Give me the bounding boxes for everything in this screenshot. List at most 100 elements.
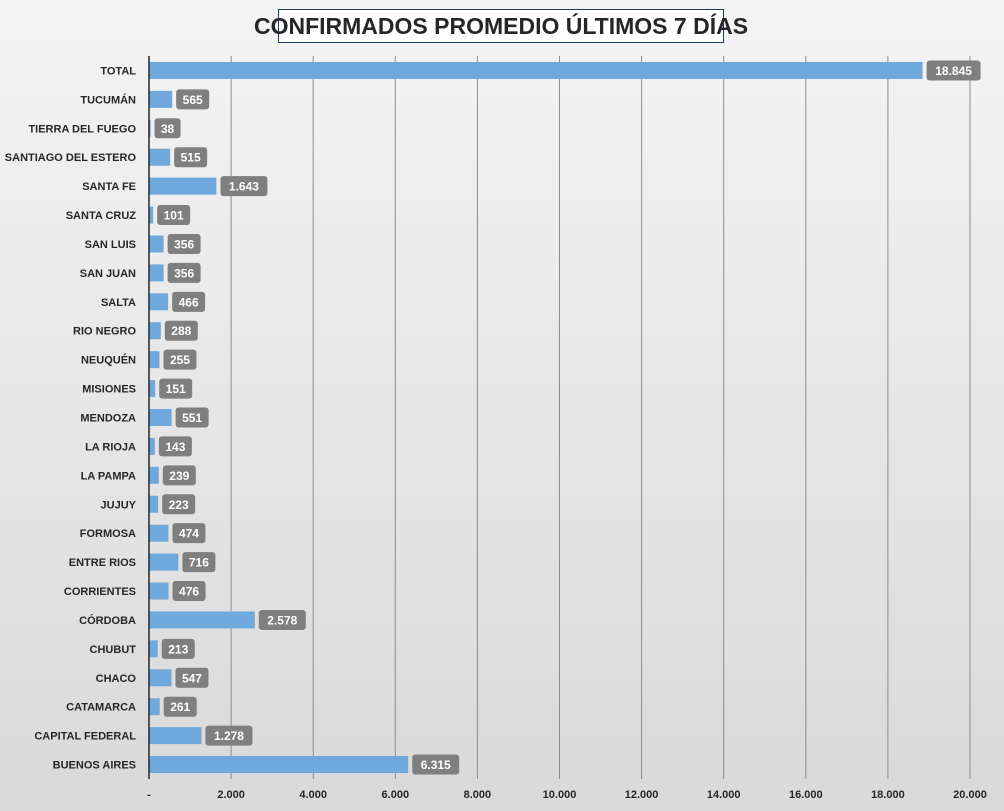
data-label: 6.315	[421, 758, 451, 772]
data-label-box	[205, 725, 253, 746]
chart-title: CONFIRMADOS PROMEDIO ÚLTIMOS 7 DÍAS	[254, 9, 748, 43]
x-tick-label: 12.000	[625, 789, 659, 801]
bar	[149, 293, 169, 311]
data-label: 261	[170, 700, 190, 714]
data-label-box	[163, 349, 197, 370]
category-label: ENTRE RIOS	[69, 557, 136, 569]
bar	[149, 177, 217, 195]
bar	[149, 669, 172, 687]
category-label: CORRIENTES	[64, 586, 136, 598]
bar	[149, 437, 155, 455]
category-label: SANTIAGO DEL ESTERO	[5, 152, 137, 164]
data-label: 356	[174, 266, 194, 280]
bar	[149, 495, 159, 513]
category-label: JUJUY	[101, 499, 137, 511]
category-label: CHUBUT	[90, 644, 137, 656]
bar	[149, 322, 161, 340]
data-label-box	[174, 147, 208, 168]
category-label: CAPITAL FEDERAL	[34, 731, 136, 743]
data-label-box	[164, 320, 198, 341]
data-label: 1.278	[214, 729, 244, 743]
bar	[149, 611, 255, 629]
data-label: 1.643	[229, 180, 259, 194]
data-label-box	[172, 291, 206, 312]
category-label: CATAMARCA	[66, 702, 136, 714]
category-label: LA PAMPA	[81, 470, 136, 482]
bar	[149, 264, 164, 282]
data-label-box	[157, 205, 191, 226]
data-label: 565	[183, 93, 203, 107]
data-label-box	[167, 233, 201, 254]
data-label-box	[926, 60, 981, 81]
data-label: 288	[171, 324, 191, 338]
data-label: 223	[169, 498, 189, 512]
data-label: 38	[161, 122, 175, 136]
bar	[149, 640, 158, 658]
data-label: 466	[179, 295, 199, 309]
data-label-box	[175, 407, 209, 428]
data-label: 151	[166, 382, 186, 396]
data-label: 515	[181, 151, 201, 165]
data-label: 474	[179, 527, 199, 541]
category-label: MENDOZA	[80, 413, 136, 425]
data-label-box	[154, 118, 181, 139]
bar	[149, 409, 172, 426]
data-label-box	[162, 465, 196, 486]
data-label: 716	[189, 556, 209, 570]
bar	[149, 698, 160, 716]
bar	[149, 727, 202, 745]
data-label-box	[172, 581, 206, 602]
data-label: 547	[182, 671, 202, 685]
category-label: SANTA CRUZ	[66, 210, 137, 222]
category-label: TUCUMÁN	[80, 93, 136, 106]
data-label-box	[220, 176, 268, 197]
data-label: 239	[169, 469, 189, 483]
category-label: SAN JUAN	[80, 268, 136, 280]
x-tick-label: 16.000	[789, 789, 823, 801]
data-label: 356	[174, 237, 194, 251]
data-label: 2.578	[267, 613, 297, 627]
data-label-box	[159, 378, 193, 399]
category-label: SALTA	[101, 297, 136, 309]
bar	[149, 756, 409, 774]
data-label: 18.845	[935, 64, 972, 78]
bar	[149, 206, 154, 224]
category-label: CÓRDOBA	[79, 614, 136, 627]
bar	[149, 148, 171, 166]
x-tick-label: 4.000	[299, 789, 327, 801]
category-label: TIERRA DEL FUEGO	[28, 123, 136, 135]
category-label: FORMOSA	[80, 528, 136, 540]
category-label: NEUQUÉN	[81, 354, 136, 367]
x-tick-label: 18.000	[871, 789, 905, 801]
category-label: RIO NEGRO	[73, 326, 136, 338]
x-tick-label: -	[147, 789, 151, 801]
data-label-box	[175, 667, 209, 688]
category-label: SANTA FE	[82, 181, 136, 193]
bar	[149, 90, 173, 108]
data-label-box	[172, 523, 206, 544]
x-tick-label: 2.000	[217, 789, 245, 801]
bar	[149, 524, 169, 542]
data-label-box	[182, 552, 216, 573]
data-label-box	[163, 696, 197, 717]
data-label: 551	[182, 411, 202, 425]
category-label: BUENOS AIRES	[53, 760, 136, 772]
bar	[149, 119, 151, 137]
x-tick-label: 10.000	[543, 789, 577, 801]
x-tick-label: 6.000	[382, 789, 410, 801]
category-label: MISIONES	[82, 384, 136, 396]
bar	[149, 61, 923, 79]
data-label: 143	[165, 440, 185, 454]
data-label-box	[176, 89, 210, 110]
data-label-box	[167, 262, 201, 283]
bar	[149, 582, 169, 600]
data-label-box	[412, 754, 460, 775]
x-tick-label: 14.000	[707, 789, 741, 801]
bar	[149, 380, 156, 398]
bar	[149, 466, 159, 484]
data-label: 101	[164, 209, 184, 223]
data-label-box	[258, 609, 306, 630]
bar	[149, 553, 179, 571]
category-label: CHACO	[96, 673, 137, 685]
